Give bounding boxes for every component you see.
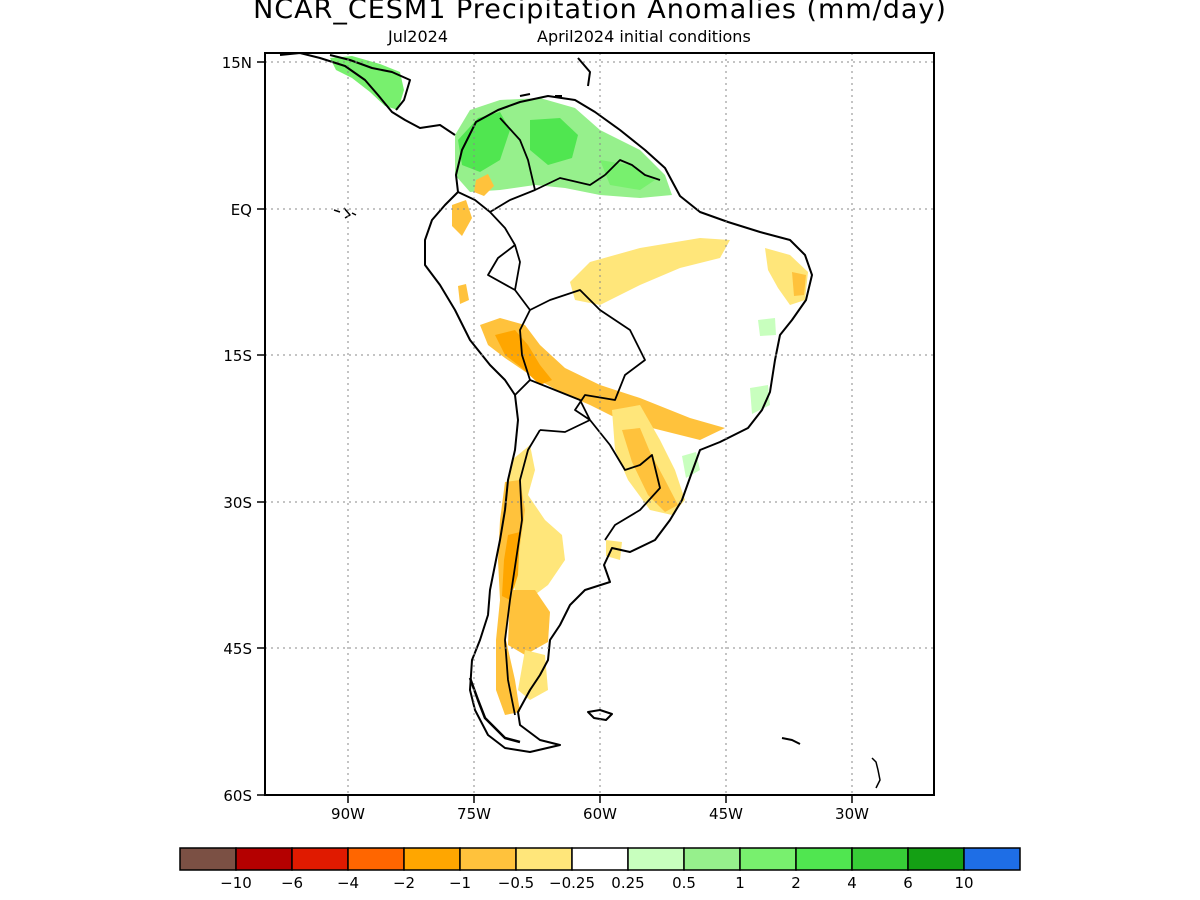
lat-label-eq: EQ [231,201,252,219]
legend-swatch [963,847,1021,871]
legend-label: −6 [281,874,303,892]
legend-swatch [571,847,629,871]
south-america-coastline [424,95,813,753]
lat-label-15s: 15S [223,347,252,365]
legend-swatch [459,847,517,871]
legend-label: −2 [393,874,415,892]
chart-title: NCAR_CESM1 Precipitation Anomalies (mm/d… [253,0,947,25]
legend-swatch [739,847,797,871]
anomaly-shading [330,56,808,715]
anomaly-s-brazil-dry [622,428,678,512]
anomaly-venezuela-wet [530,118,578,165]
anomaly-ne-brazil-dry2 [792,272,806,296]
legend-swatch [403,847,461,871]
anomaly-north-sa-wet [458,112,510,172]
anomaly-patagonia-dry [508,590,550,655]
gridlines [265,53,934,795]
legend-swatch [515,847,573,871]
legend-swatch [795,847,853,871]
legend-label: 10 [954,874,973,892]
lat-label-60s: 60S [223,787,252,805]
central-america-coastline [279,53,456,136]
legend-label: −1 [449,874,471,892]
legend-swatch [907,847,965,871]
legend-swatch [235,847,293,871]
anomaly-se-brazil-wet [682,452,700,478]
lat-label-30s: 30S [223,494,252,512]
legend-label: 4 [847,874,857,892]
legend-swatch [179,847,237,871]
anomaly-central-chile-dry-strong [502,532,520,600]
legend-label: 2 [791,874,801,892]
lat-label-15n: 15N [222,54,252,72]
lon-label-75w: 75W [457,805,491,823]
legend-label: −0.5 [498,874,534,892]
initial-conditions: April2024 initial conditions [537,27,751,46]
country-borders [457,117,661,716]
anomaly-patagonia-dry-east [518,650,548,700]
lon-label-60w: 60W [583,805,617,823]
lon-label-90w: 90W [331,805,365,823]
coastlines-borders [279,53,881,789]
legend-label: 0.5 [672,874,696,892]
color-legend: −10 −6 −4 −2 −1 −0.5 −0.25 0.25 0.5 1 2 4 6 10 [179,847,1021,892]
anomaly-uruguay-dry [606,540,622,560]
tierra-del-fuego-islands [468,677,521,744]
legend-label: 1 [735,874,745,892]
legend-swatch [683,847,741,871]
south-georgia [781,737,801,745]
south-sandwich [871,757,881,789]
legend-label: −0.25 [549,874,595,892]
anomaly-andes-dry [480,318,725,440]
legend-swatch [627,847,685,871]
anomaly-brazil-coast-wet [758,318,776,336]
falkland-islands [587,709,613,721]
anomaly-bahia-wet [750,385,770,414]
anomaly-amazon-dry [570,238,730,305]
legend-label: 6 [903,874,913,892]
lat-labels: 15N EQ 15S 30S 45S 60S [222,54,252,805]
anomaly-colombia-dry [474,174,494,196]
lon-labels: 90W 75W 60W 45W 30W [331,805,869,823]
axis-ticks [257,61,853,803]
legend-swatch [347,847,405,871]
legend-swatch [851,847,909,871]
anomaly-peru-coast-dry [458,284,469,304]
galapagos-islands [333,207,357,219]
legend-swatch [291,847,349,871]
forecast-month: Jul2024 [388,27,449,46]
lat-label-45s: 45S [223,640,252,658]
legend-label: −4 [337,874,359,892]
legend-label: 0.25 [611,874,644,892]
legend-label: −10 [220,874,252,892]
lon-label-45w: 45W [709,805,743,823]
lon-label-30w: 30W [835,805,869,823]
caribbean-islands [519,57,591,97]
